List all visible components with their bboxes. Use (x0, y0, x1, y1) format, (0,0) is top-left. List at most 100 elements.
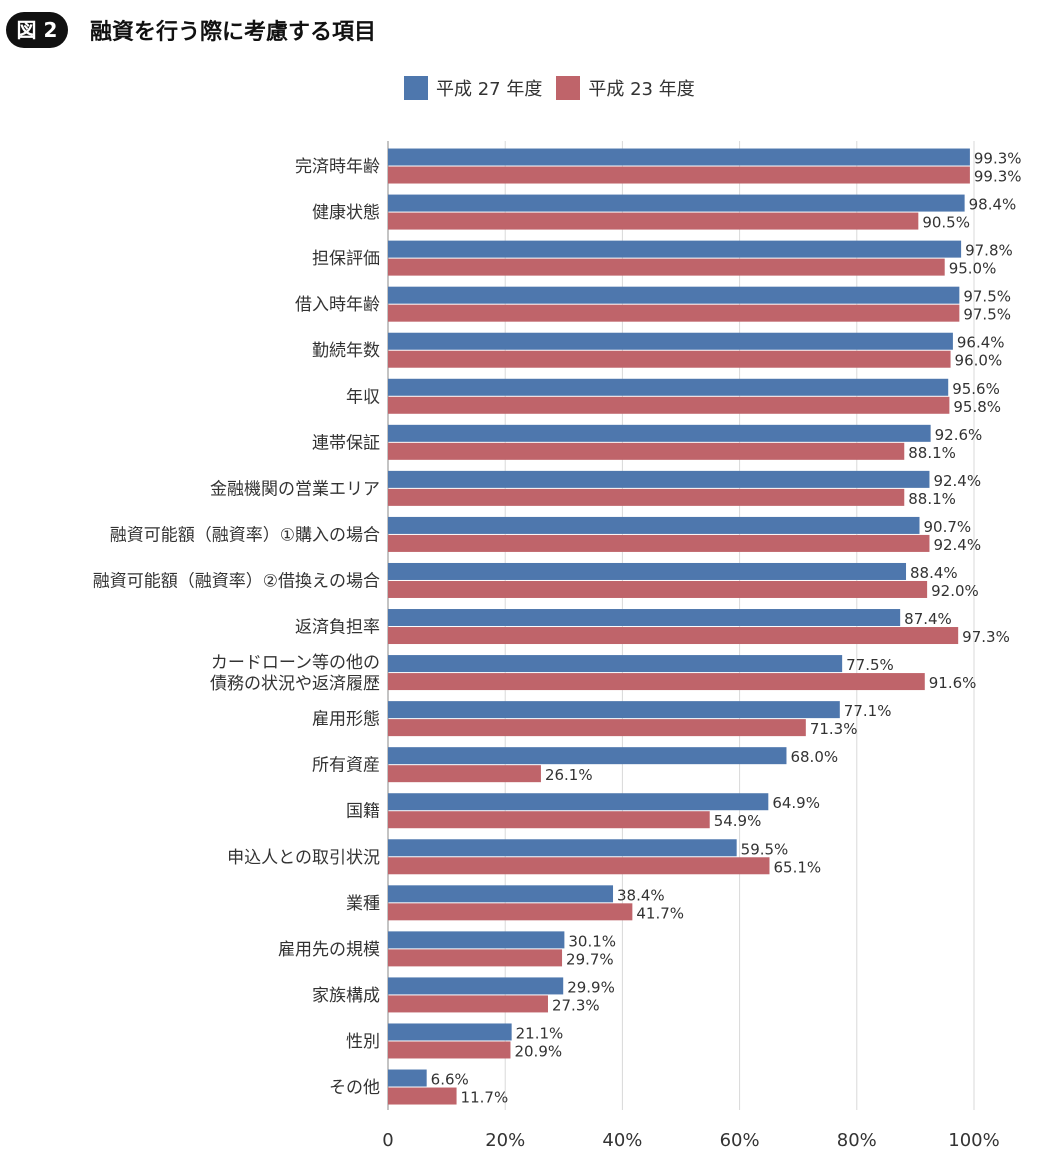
bar-series-b (388, 350, 951, 368)
data-label-series-a: 97.5% (963, 288, 1011, 306)
data-label-series-b: 88.1% (908, 444, 956, 462)
category-label: 借入時年齢 (295, 295, 380, 315)
data-label-series-a: 96.4% (957, 334, 1005, 352)
legend-label-series-b: 平成 23 年度 (588, 79, 695, 100)
bar-series-b (388, 580, 928, 598)
bar-series-a (388, 839, 737, 857)
bar-series-b (388, 903, 633, 921)
bar-series-a (388, 1069, 427, 1087)
x-tick-label: 40% (602, 1130, 642, 1151)
data-label-series-b: 29.7% (566, 950, 614, 968)
data-label-series-b: 20.9% (514, 1042, 562, 1060)
category-label: 年収 (346, 387, 380, 407)
bar-series-a (388, 701, 840, 719)
data-label-series-a: 68.0% (790, 748, 838, 766)
data-label-series-a: 97.8% (965, 242, 1013, 260)
bar-series-b (388, 627, 959, 645)
bar-series-a (388, 378, 949, 396)
category-label: 業種 (346, 894, 380, 914)
legend-item-series-b: 平成 23 年度 (556, 75, 695, 101)
bar-series-b (388, 258, 945, 276)
bar-series-a (388, 609, 901, 627)
category-label: 融資可能額（融資率）②借換えの場合 (93, 571, 380, 591)
category-label: その他 (329, 1078, 380, 1098)
data-label-series-b: 92.0% (931, 582, 979, 600)
bar-series-b (388, 304, 960, 322)
data-label-series-b: 11.7% (461, 1089, 509, 1107)
data-label-series-a: 92.6% (935, 426, 983, 444)
category-label: 家族構成 (312, 986, 380, 1006)
category-label: 雇用先の規模 (278, 940, 380, 960)
bar-series-b (388, 442, 905, 460)
figure-number-badge: 図 2 (6, 12, 68, 48)
bar-series-a (388, 194, 965, 212)
legend-swatch-series-b (556, 76, 581, 100)
data-label-series-b: 41.7% (636, 904, 684, 922)
bar-series-b (388, 719, 806, 737)
bar-series-a (388, 655, 843, 673)
bar-series-a (388, 793, 769, 811)
data-label-series-a: 21.1% (516, 1024, 564, 1042)
bar-series-b (388, 1087, 457, 1105)
data-label-series-a: 98.4% (969, 196, 1017, 214)
data-label-series-b: 97.3% (962, 628, 1010, 646)
data-label-series-a: 99.3% (974, 150, 1022, 168)
x-tick-label: 0 (382, 1130, 393, 1151)
category-label: 債務の状況や返済履歴 (210, 674, 380, 694)
data-label-series-b: 99.3% (974, 168, 1022, 186)
data-label-series-a: 95.6% (952, 380, 1000, 398)
bar-series-b (388, 857, 770, 875)
category-label: 完済時年齢 (295, 157, 380, 177)
bar-series-b (388, 396, 950, 414)
legend-swatch-series-a (404, 76, 428, 100)
category-label: 国籍 (346, 802, 380, 822)
bar-series-b (388, 488, 905, 506)
data-label-series-b: 71.3% (810, 720, 858, 738)
bar-series-a (388, 286, 960, 304)
x-tick-label: 20% (485, 1130, 525, 1151)
bar-series-a (388, 148, 970, 166)
bar-series-a (388, 424, 931, 442)
bar-series-b (388, 673, 925, 691)
bar-series-b (388, 212, 919, 230)
legend-item-series-a: 平成 27 年度 (404, 75, 542, 101)
category-label: 連帯保証 (312, 433, 380, 453)
bar-series-b (388, 1041, 511, 1059)
category-label: 担保評価 (312, 249, 380, 269)
data-label-series-a: 59.5% (741, 840, 789, 858)
category-label: 健康状態 (312, 203, 380, 223)
category-label: 返済負担率 (295, 618, 380, 638)
data-label-series-a: 29.9% (567, 978, 615, 996)
legend-label-series-a: 平成 27 年度 (436, 79, 543, 100)
data-label-series-a: 30.1% (568, 932, 616, 950)
bar-series-a (388, 747, 787, 765)
bar-series-a (388, 332, 953, 350)
x-tick-label: 100% (948, 1130, 999, 1151)
data-label-series-b: 97.5% (963, 306, 1011, 324)
data-label-series-a: 77.5% (846, 656, 894, 674)
data-label-series-a: 38.4% (617, 886, 665, 904)
data-label-series-a: 64.9% (772, 794, 820, 812)
data-label-series-a: 6.6% (431, 1071, 469, 1089)
data-label-series-a: 90.7% (924, 518, 972, 536)
data-label-series-a: 92.4% (933, 472, 981, 490)
data-label-series-b: 91.6% (929, 674, 977, 692)
bar-series-a (388, 931, 565, 949)
category-label: 所有資産 (312, 756, 380, 776)
bar-series-b (388, 765, 541, 783)
category-label: 融資可能額（融資率）①購入の場合 (110, 525, 380, 545)
data-label-series-a: 88.4% (910, 564, 958, 582)
x-tick-label: 60% (720, 1130, 760, 1151)
data-label-series-b: 90.5% (922, 214, 970, 232)
category-label: 金融機関の営業エリア (210, 479, 380, 499)
data-label-series-b: 95.8% (953, 398, 1001, 416)
category-label: 勤続年数 (312, 341, 380, 361)
bar-series-b (388, 166, 970, 184)
bar-series-a (388, 1023, 512, 1041)
category-label: カードローン等の他の (211, 653, 380, 673)
x-tick-label: 80% (837, 1130, 877, 1151)
bar-series-b (388, 995, 548, 1013)
data-label-series-b: 26.1% (545, 766, 593, 784)
figure-header: 図 2 融資を行う際に考慮する項目 (0, 0, 1040, 60)
